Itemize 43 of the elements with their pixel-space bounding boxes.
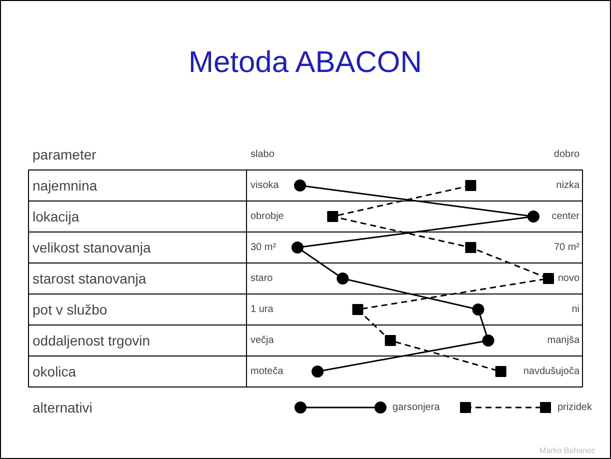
annotation: navdušujoča xyxy=(523,366,580,377)
text: Marko Bohanec xyxy=(539,446,596,455)
annotation: manjša xyxy=(547,335,580,346)
legend-label: garsonjera xyxy=(392,402,440,413)
text: 1 ura xyxy=(250,304,274,315)
point xyxy=(336,272,349,284)
point xyxy=(543,273,554,284)
text: ni xyxy=(572,304,580,315)
y-tick-label: oddaljenost trgovin xyxy=(32,332,150,348)
text: moteča xyxy=(250,366,284,377)
y-tick-label: pot v službo xyxy=(32,302,108,318)
point xyxy=(465,242,476,253)
point xyxy=(495,366,506,377)
point xyxy=(465,180,476,191)
y-tick-label: okolica xyxy=(32,364,76,380)
text: novo xyxy=(558,273,580,284)
point xyxy=(327,211,338,222)
y-tick-label: najemnina xyxy=(32,178,98,194)
text: slabo xyxy=(250,149,275,160)
y-axis-title: parameter xyxy=(32,146,97,162)
point xyxy=(352,304,364,315)
point xyxy=(472,304,484,316)
text: 30 m² xyxy=(250,242,277,253)
point xyxy=(312,366,324,378)
point xyxy=(294,180,306,192)
legend-label: prizidek xyxy=(558,402,593,413)
text: center xyxy=(552,211,580,222)
legend-title: alternativi xyxy=(32,400,92,416)
text: obrobje xyxy=(250,211,284,222)
text: visoka xyxy=(250,180,280,191)
y-tick-label: starost stanovanja xyxy=(32,270,146,286)
chart-title: Metoda ABACON xyxy=(188,46,422,79)
text: dobro xyxy=(554,149,580,160)
y-tick-label: lokacija xyxy=(32,208,80,224)
point xyxy=(482,334,494,346)
text: večja xyxy=(250,335,274,346)
text: staro xyxy=(250,273,274,284)
text: nizka xyxy=(556,180,580,191)
text: 70 m² xyxy=(554,242,580,253)
y-tick-label: velikost stanovanja xyxy=(32,240,152,256)
point xyxy=(527,210,540,222)
point xyxy=(384,335,396,346)
point xyxy=(292,242,304,254)
